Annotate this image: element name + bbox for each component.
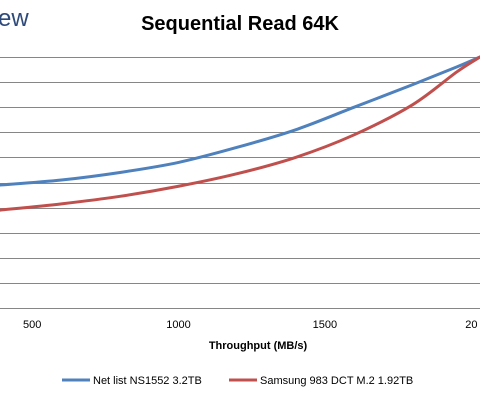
x-tick-label-1: 1000 <box>166 319 190 331</box>
x-tick-label-0: 500 <box>23 319 41 331</box>
legend-label-series-1: Net list NS1552 3.2TB <box>93 375 202 387</box>
legend: Net list NS1552 3.2TB Samsung 983 DCT M.… <box>62 375 413 387</box>
x-tick-label-2: 1500 <box>313 319 337 331</box>
series-line-2 <box>0 55 480 212</box>
series-layer <box>0 55 480 212</box>
x-axis-ticks: 500 1000 1500 20 <box>23 319 477 331</box>
legend-label-series-2: Samsung 983 DCT M.2 1.92TB <box>260 375 413 387</box>
brand-logo-fragment: ew <box>0 5 29 32</box>
x-tick-label-3: 20 <box>465 319 477 331</box>
gridlines <box>0 57 480 309</box>
series-line-1 <box>0 55 480 187</box>
chart-title: Sequential Read 64K <box>141 13 339 35</box>
x-axis-title: Throughput (MB/s) <box>209 340 308 352</box>
